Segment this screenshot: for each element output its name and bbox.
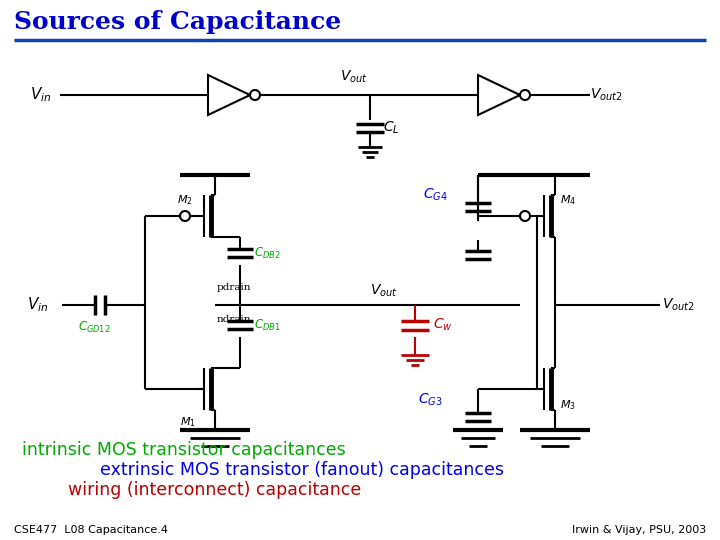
Text: $V_{out}$: $V_{out}$ bbox=[370, 283, 397, 299]
Text: $C_{DB2}$: $C_{DB2}$ bbox=[254, 246, 281, 261]
Text: $C_{DB1}$: $C_{DB1}$ bbox=[254, 318, 281, 333]
Text: $C_{GD12}$: $C_{GD12}$ bbox=[78, 320, 111, 335]
Text: $V_{out}$: $V_{out}$ bbox=[340, 69, 368, 85]
Text: Irwin & Vijay, PSU, 2003: Irwin & Vijay, PSU, 2003 bbox=[572, 525, 706, 535]
Text: $M_4$: $M_4$ bbox=[560, 193, 576, 207]
Text: $C_{G4}$: $C_{G4}$ bbox=[423, 187, 448, 203]
Text: intrinsic MOS transistor capacitances: intrinsic MOS transistor capacitances bbox=[22, 441, 346, 459]
Text: extrinsic MOS transistor (fanout) capacitances: extrinsic MOS transistor (fanout) capaci… bbox=[100, 461, 504, 479]
Text: $M_1$: $M_1$ bbox=[180, 415, 196, 429]
Text: $C_{G3}$: $C_{G3}$ bbox=[418, 392, 443, 408]
Text: $C_w$: $C_w$ bbox=[433, 317, 453, 333]
Text: $M_2$: $M_2$ bbox=[177, 193, 193, 207]
Text: $V_{in}$: $V_{in}$ bbox=[30, 86, 51, 104]
Text: $V_{out2}$: $V_{out2}$ bbox=[662, 297, 695, 313]
Text: CSE477  L08 Capacitance.4: CSE477 L08 Capacitance.4 bbox=[14, 525, 168, 535]
Text: ndrain: ndrain bbox=[217, 314, 251, 323]
Text: $M_3$: $M_3$ bbox=[560, 398, 576, 412]
Text: $V_{out2}$: $V_{out2}$ bbox=[590, 87, 623, 103]
Text: $C_L$: $C_L$ bbox=[383, 120, 400, 136]
Text: pdrain: pdrain bbox=[217, 282, 251, 292]
Text: wiring (interconnect) capacitance: wiring (interconnect) capacitance bbox=[68, 481, 361, 499]
Text: Sources of Capacitance: Sources of Capacitance bbox=[14, 10, 341, 34]
Text: $V_{in}$: $V_{in}$ bbox=[27, 296, 48, 314]
